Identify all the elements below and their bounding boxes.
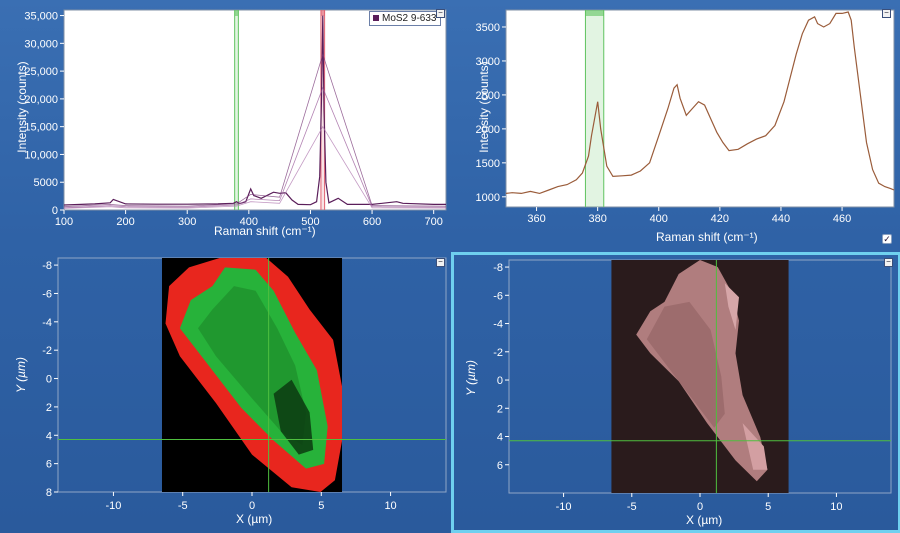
y-tick-label: 0 (46, 374, 52, 386)
y-tick-label: 0 (52, 205, 58, 217)
y-tick-label: -8 (42, 260, 52, 272)
plot-area (63, 9, 447, 211)
x-tick-label: 400 (650, 213, 668, 225)
spectrum-zoom-chart[interactable]: 360 380 400 420 440 460 1000 1500 2000 2500 3000 35… (450, 0, 900, 232)
series-line (63, 125, 447, 209)
y-tick-label: 4 (46, 430, 52, 442)
spectrum-full-x-axis-label: Raman shift (cm⁻¹) (214, 224, 316, 238)
y-tick-label: -4 (42, 317, 52, 329)
x-tick-label: 420 (711, 213, 729, 225)
y-tick-label: 2 (46, 402, 52, 414)
flake-edge (742, 423, 768, 470)
map-left-chart[interactable]: -10 -5 0 5 10 -8 -6 -4 -2 0 2 4 6 8 (0, 250, 450, 533)
map-right-panel[interactable]: Y (µm) -10 -5 0 5 10 -8 -6 -4 -2 0 2 4 6 X (µm) − (451, 252, 900, 533)
x-tick-label: -10 (556, 501, 572, 513)
x-tick-label: 700 (424, 216, 442, 228)
y-tick-label: 0 (497, 375, 503, 387)
legend-series-label: MoS2 9-633 (382, 13, 437, 24)
y-tick-label: 1000 (476, 192, 500, 204)
spectrum-full-chart[interactable]: 100 200 300 400 500 600 700 0 5000 10,000 15,000 20… (0, 0, 450, 232)
x-tick-label: 100 (55, 216, 73, 228)
y-tick-label: -8 (493, 262, 503, 274)
y-tick-label: 15,000 (24, 122, 58, 134)
y-tick-label: 2 (497, 403, 503, 415)
y-tick-label: 6 (46, 459, 52, 471)
minimize-button-map-left[interactable]: − (436, 258, 445, 267)
band-region (320, 10, 325, 210)
y-tick-label: 1500 (476, 158, 500, 170)
x-tick-label: 0 (249, 500, 255, 512)
series-line (63, 53, 447, 208)
y-tick-label: 10,000 (24, 149, 58, 161)
y-tick-label: -4 (493, 319, 503, 331)
x-tick-label: -5 (178, 500, 188, 512)
series-line (63, 86, 447, 209)
flake-image (161, 258, 343, 492)
y-tick-label: 3000 (476, 56, 500, 68)
y-tick-label: 3500 (476, 22, 500, 34)
map-dark-region (273, 379, 314, 455)
legend-swatch (373, 15, 379, 22)
x-tick-label: 0 (697, 501, 703, 513)
y-tick-label: 2000 (476, 124, 500, 136)
x-tick-label: 5 (765, 501, 771, 513)
plot-area (505, 9, 895, 208)
x-tick-label: -5 (627, 501, 637, 513)
x-tick-label: 600 (363, 216, 381, 228)
x-tick-label: 5 (318, 500, 324, 512)
y-tick-label: 5000 (34, 177, 58, 189)
x-tick-label: 400 (240, 216, 258, 228)
map-left-x-axis-label: X (µm) (236, 512, 273, 526)
y-tick-label: 6 (497, 460, 503, 472)
y-tick-label: -2 (42, 345, 52, 357)
band-handle (585, 10, 604, 16)
series-line (505, 11, 895, 195)
band-handle (320, 10, 325, 16)
y-tick-label: -6 (493, 290, 503, 302)
y-tick-label: 8 (46, 487, 52, 499)
x-tick-label: 10 (384, 500, 396, 512)
y-tick-label: 30,000 (24, 38, 58, 50)
map-right-x-axis-label: X (µm) (686, 513, 723, 527)
map-right-chart[interactable]: -10 -5 0 5 10 -8 -6 -4 -2 0 2 4 6 (454, 255, 898, 530)
minimize-button-map-right[interactable]: − (884, 258, 893, 267)
minimize-button-spectrum-full[interactable]: − (436, 9, 445, 18)
show-checkbox[interactable]: ✓ (882, 234, 892, 244)
minimize-button-spectrum-zoom[interactable]: − (882, 9, 891, 18)
band-region (585, 10, 604, 207)
x-tick-label: 300 (178, 216, 196, 228)
band-region (234, 10, 239, 210)
y-tick-label: -6 (42, 288, 52, 300)
band-handle (234, 10, 239, 16)
x-tick-label: 500 (301, 216, 319, 228)
x-tick-label: 360 (527, 213, 545, 225)
x-tick-label: -10 (105, 500, 121, 512)
flake-inner (646, 301, 725, 428)
map-left-panel: Y (µm) -10 -5 0 5 10 -8 -6 -4 -2 0 2 4 6 8 X (µm) − (0, 250, 450, 533)
spectrum-zoom-x-axis-label: Raman shift (cm⁻¹) (656, 230, 758, 244)
y-tick-label: -2 (493, 347, 503, 359)
flake-image (611, 260, 789, 493)
y-tick-label: 20,000 (24, 94, 58, 106)
spectrum-full-panel: Intensity (counts) 100 200 300 400 500 600 700… (0, 0, 450, 248)
x-tick-label: 10 (830, 501, 842, 513)
spectrum-zoom-panel: Intensity (counts) 360 380 400 420 440 460 100… (450, 0, 900, 248)
x-tick-label: 380 (588, 213, 606, 225)
x-tick-label: 460 (833, 213, 851, 225)
x-tick-label: 200 (116, 216, 134, 228)
y-tick-label: 4 (497, 432, 503, 444)
x-tick-label: 440 (772, 213, 790, 225)
flake-edge (724, 283, 739, 330)
legend[interactable]: MoS2 9-633 (369, 11, 442, 26)
y-tick-label: 35,000 (24, 11, 58, 23)
y-tick-label: 25,000 (24, 66, 58, 78)
y-tick-label: 2500 (476, 90, 500, 102)
